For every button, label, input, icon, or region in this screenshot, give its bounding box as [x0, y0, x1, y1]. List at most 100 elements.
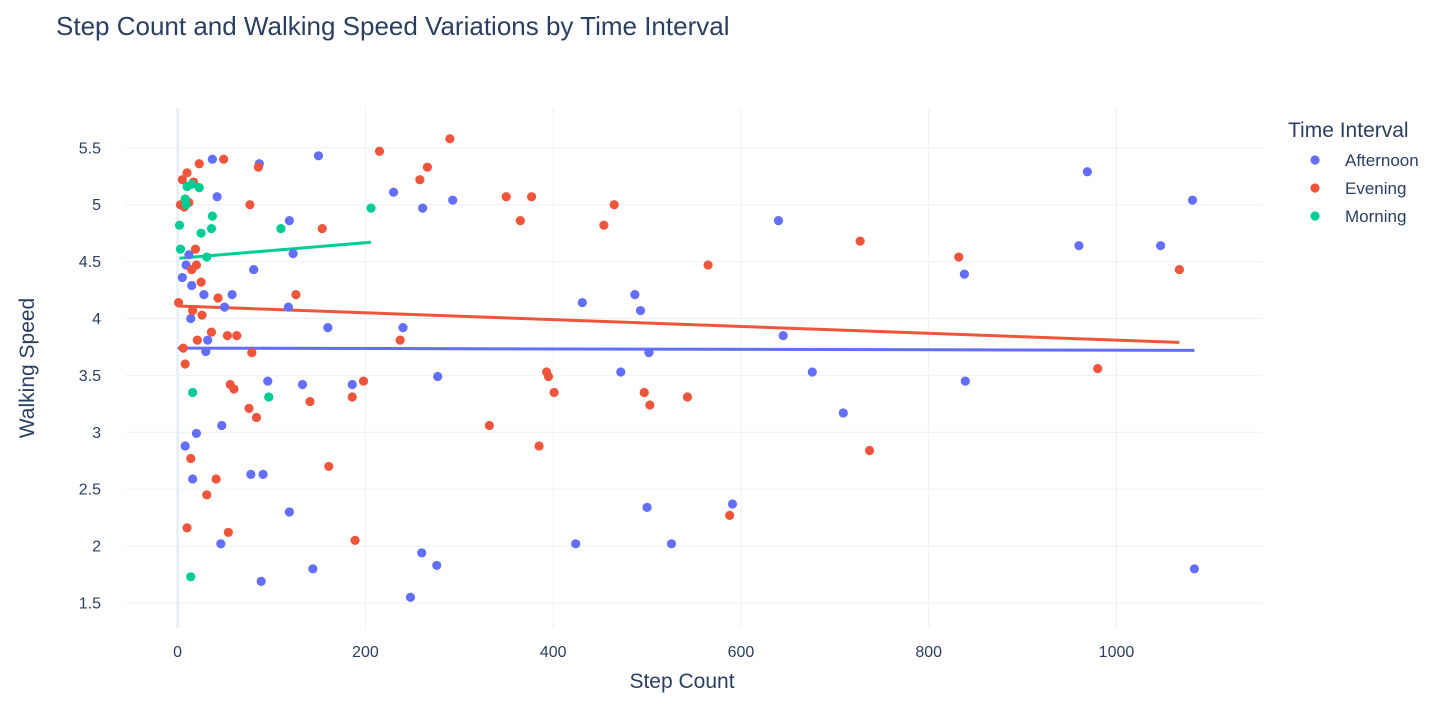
data-point-morning[interactable]: [188, 387, 198, 398]
data-point-evening[interactable]: [515, 216, 525, 226]
data-point-afternoon[interactable]: [203, 335, 213, 345]
data-point-evening[interactable]: [609, 200, 619, 210]
data-point-afternoon[interactable]: [227, 290, 237, 300]
data-point-afternoon[interactable]: [571, 539, 581, 549]
legend-item-evening[interactable]: Evening: [1310, 179, 1406, 198]
data-point-evening[interactable]: [639, 387, 649, 398]
data-point-evening[interactable]: [213, 293, 223, 303]
data-point-afternoon[interactable]: [313, 151, 324, 161]
data-point-morning[interactable]: [196, 228, 206, 238]
data-point-afternoon[interactable]: [432, 560, 442, 571]
data-point-evening[interactable]: [501, 192, 511, 202]
data-point-evening[interactable]: [422, 162, 432, 172]
data-point-afternoon[interactable]: [191, 428, 202, 439]
data-point-afternoon[interactable]: [666, 539, 677, 549]
data-point-morning[interactable]: [181, 200, 191, 210]
data-point-afternoon[interactable]: [308, 564, 318, 574]
data-point-evening[interactable]: [173, 297, 184, 308]
data-point-afternoon[interactable]: [216, 539, 226, 549]
data-point-morning[interactable]: [264, 392, 274, 402]
data-point-evening[interactable]: [445, 134, 455, 144]
data-point-afternoon[interactable]: [960, 376, 970, 386]
data-point-evening[interactable]: [245, 200, 255, 210]
data-point-afternoon[interactable]: [177, 272, 187, 283]
data-point-afternoon[interactable]: [405, 592, 416, 602]
data-point-afternoon[interactable]: [217, 420, 227, 431]
data-point-evening[interactable]: [202, 490, 212, 500]
data-point-evening[interactable]: [182, 168, 192, 178]
legend-item-afternoon[interactable]: Afternoon: [1310, 151, 1419, 170]
data-point-afternoon[interactable]: [283, 302, 294, 312]
data-point-evening[interactable]: [247, 348, 257, 358]
data-point-afternoon[interactable]: [838, 408, 848, 418]
data-point-evening[interactable]: [229, 384, 239, 394]
data-point-evening[interactable]: [855, 236, 865, 246]
data-point-evening[interactable]: [543, 371, 554, 382]
data-point-evening[interactable]: [324, 461, 334, 472]
data-point-afternoon[interactable]: [284, 507, 294, 517]
data-point-evening[interactable]: [197, 310, 207, 320]
data-point-morning[interactable]: [194, 183, 204, 193]
data-point-evening[interactable]: [317, 224, 327, 234]
data-point-evening[interactable]: [211, 474, 221, 484]
data-point-afternoon[interactable]: [246, 469, 256, 479]
data-point-afternoon[interactable]: [219, 302, 230, 312]
data-point-evening[interactable]: [725, 510, 735, 520]
data-point-evening[interactable]: [180, 359, 190, 369]
data-point-afternoon[interactable]: [284, 216, 294, 226]
data-point-evening[interactable]: [954, 252, 964, 262]
data-point-morning[interactable]: [187, 179, 197, 189]
data-point-evening[interactable]: [194, 159, 204, 169]
data-point-evening[interactable]: [350, 535, 360, 545]
data-point-afternoon[interactable]: [347, 379, 357, 390]
data-point-afternoon[interactable]: [644, 348, 654, 358]
data-point-evening[interactable]: [182, 523, 192, 533]
data-point-evening[interactable]: [177, 175, 187, 185]
data-point-evening[interactable]: [244, 403, 254, 413]
data-point-afternoon[interactable]: [1082, 167, 1092, 177]
data-point-afternoon[interactable]: [398, 323, 408, 333]
data-point-afternoon[interactable]: [1156, 241, 1166, 251]
data-point-morning[interactable]: [175, 244, 186, 254]
data-point-afternoon[interactable]: [323, 323, 333, 333]
data-point-afternoon[interactable]: [433, 371, 443, 382]
data-point-evening[interactable]: [599, 220, 609, 230]
data-point-afternoon[interactable]: [1187, 195, 1198, 205]
data-point-afternoon[interactable]: [184, 250, 194, 260]
data-point-evening[interactable]: [206, 327, 217, 337]
data-point-evening[interactable]: [192, 335, 202, 345]
data-point-afternoon[interactable]: [258, 469, 268, 479]
data-point-evening[interactable]: [291, 290, 301, 300]
data-point-afternoon[interactable]: [207, 154, 217, 164]
data-point-evening[interactable]: [190, 244, 201, 254]
data-point-afternoon[interactable]: [635, 305, 646, 316]
data-point-evening[interactable]: [219, 154, 229, 164]
data-point-afternoon[interactable]: [187, 280, 197, 291]
data-point-afternoon[interactable]: [256, 576, 266, 586]
data-point-afternoon[interactable]: [297, 379, 308, 390]
data-point-evening[interactable]: [484, 420, 494, 431]
data-point-evening[interactable]: [222, 330, 232, 341]
data-point-evening[interactable]: [253, 162, 263, 172]
legend-item-morning[interactable]: Morning: [1310, 207, 1406, 226]
data-point-afternoon[interactable]: [388, 187, 399, 197]
data-point-afternoon[interactable]: [1189, 564, 1200, 574]
data-point-afternoon[interactable]: [201, 346, 211, 357]
data-point-evening[interactable]: [682, 392, 693, 402]
data-point-afternoon[interactable]: [417, 548, 427, 558]
data-point-evening[interactable]: [374, 146, 385, 156]
data-point-afternoon[interactable]: [212, 192, 222, 202]
data-point-evening[interactable]: [645, 400, 655, 410]
data-point-evening[interactable]: [358, 376, 369, 386]
data-point-evening[interactable]: [178, 343, 188, 353]
data-point-afternoon[interactable]: [807, 367, 817, 377]
data-point-morning[interactable]: [174, 220, 185, 230]
data-point-evening[interactable]: [415, 175, 425, 185]
data-point-evening[interactable]: [864, 445, 875, 456]
data-point-morning[interactable]: [186, 572, 196, 582]
data-point-afternoon[interactable]: [180, 441, 190, 451]
data-point-afternoon[interactable]: [616, 367, 626, 377]
data-point-morning[interactable]: [202, 252, 212, 262]
data-point-morning[interactable]: [276, 224, 286, 234]
data-point-afternoon[interactable]: [263, 376, 273, 386]
